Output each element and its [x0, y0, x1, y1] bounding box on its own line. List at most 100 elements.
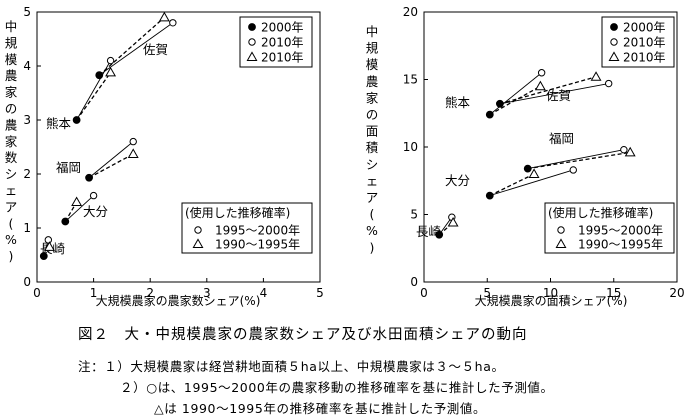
- data-point: [158, 11, 170, 22]
- note-3: △は 1990～1995年の推移確率を基に推計した予測値。: [154, 401, 487, 416]
- legend-marker: [610, 38, 618, 46]
- trajectory-line-triangle: [489, 85, 541, 116]
- legend-label: 2000年: [623, 21, 666, 35]
- legend-title: (使用した推移確率): [548, 205, 653, 220]
- y-tick-label: 15: [403, 73, 418, 87]
- legend-marker: [194, 226, 202, 234]
- data-point: [106, 56, 115, 65]
- data-point: [523, 164, 532, 173]
- data-point: [95, 71, 104, 80]
- group-label: 長崎: [416, 224, 442, 239]
- legend-box-transition: [181, 202, 313, 254]
- x-tick-label: 3: [203, 286, 211, 300]
- trajectory-line-triangle: [98, 16, 165, 76]
- legend-marker: [608, 51, 620, 61]
- group-label: 佐賀: [143, 42, 168, 57]
- x-tick-label: 5: [483, 286, 491, 300]
- trajectory-line-triangle: [499, 76, 597, 105]
- trajectory-line-triangle: [88, 153, 134, 179]
- group-label: 熊本: [445, 95, 471, 110]
- legend-marker: [610, 23, 618, 31]
- data-point: [528, 168, 540, 178]
- y-axis-label: 中規模農家の面積シェア(%): [366, 24, 379, 255]
- chart-farm-count-share: 0 1 2 3 4 5 0 1 2 3 4 5 大規模農家の農家数シェア(%) 中規模農家の農家数シェア(…: [5, 5, 324, 308]
- y-tick-label: 4: [23, 59, 31, 73]
- figure-caption: 図２ 大・中規模農家の農家数シェア及び水田面積シェアの動向: [78, 327, 528, 343]
- y-axis-label: 中規模農家の農家数シェア(%): [5, 19, 18, 264]
- legend-label: 2010年: [623, 36, 666, 50]
- x-tick-label: 5: [316, 286, 324, 300]
- group-label: 大分: [83, 204, 108, 219]
- plot-frame: [36, 11, 321, 283]
- data-point: [105, 66, 117, 77]
- legend-label: 1995～2000年: [215, 224, 300, 238]
- chart-area-share: 0 5 10 15 20 0 5 10 15 20 大規模農家の面積シェア(%) 中規模農家の面積シェ…: [366, 5, 685, 308]
- x-tick-label: 1: [90, 286, 98, 300]
- data-point: [620, 146, 628, 154]
- data-point: [72, 116, 81, 124]
- group-label: 熊本: [46, 116, 72, 131]
- figure-canvas: 0 1 2 3 4 5 0 1 2 3 4 5 大規模農家の農家数シェア(%) 中規模農家の農家数シェア(…: [5, 5, 685, 308]
- x-tick-label: 0: [33, 286, 41, 300]
- data-point: [447, 216, 459, 227]
- trajectory-line-triangle: [527, 151, 631, 170]
- x-tick-label: 4: [260, 286, 268, 300]
- data-point: [169, 19, 177, 27]
- trajectory-line-triangle: [489, 173, 535, 197]
- data-point: [537, 69, 546, 77]
- data-point: [43, 241, 55, 251]
- group-label: 福岡: [549, 131, 574, 146]
- data-point: [39, 252, 48, 260]
- legend-label: 2000年: [261, 21, 304, 35]
- y-tick-label: 5: [23, 5, 31, 19]
- x-tick-label: 0: [420, 286, 428, 300]
- legend-marker: [248, 23, 256, 31]
- trajectory-line-circle: [489, 169, 574, 197]
- legend-label: 2010年: [623, 51, 666, 65]
- data-point: [435, 230, 444, 239]
- x-tick-label: 15: [606, 286, 621, 300]
- data-point: [127, 148, 139, 158]
- note-1: 注：１）大規模農家は経営耕地面積５ha以上、中規模農家は３～５ha。: [78, 359, 505, 374]
- data-point: [624, 146, 636, 157]
- legend-marker: [248, 38, 256, 46]
- data-point: [534, 80, 546, 91]
- legend-title: (使用した推移確率): [185, 205, 290, 220]
- data-point: [71, 196, 83, 207]
- x-axis-label: 大規模農家の面積シェア(%): [475, 293, 628, 308]
- trajectory-line-circle: [499, 83, 609, 105]
- legend-label: 1990～1995年: [215, 238, 300, 252]
- data-point: [44, 236, 53, 244]
- legend-marker: [246, 51, 258, 61]
- trajectory-line-circle: [64, 195, 94, 222]
- x-tick-label: 20: [669, 286, 684, 300]
- x-tick-label: 10: [543, 286, 558, 300]
- y-tick-label: 3: [23, 113, 31, 127]
- group-label: 大分: [445, 173, 470, 188]
- legend-label: 1990～1995年: [578, 238, 663, 252]
- trajectory-line-circle: [98, 22, 174, 76]
- data-point: [569, 166, 577, 174]
- y-tick-label: 20: [403, 5, 418, 19]
- legend-box-transition: [544, 202, 675, 254]
- trajectory-line-circle: [88, 141, 134, 179]
- y-tick-label: 10: [403, 140, 418, 154]
- y-tick-label: 0: [410, 275, 418, 289]
- y-tick-label: 5: [410, 208, 418, 222]
- data-point: [485, 110, 494, 119]
- y-tick-label: 1: [23, 221, 31, 235]
- data-point: [485, 191, 494, 200]
- group-label: 佐賀: [546, 88, 571, 103]
- data-point: [604, 79, 613, 88]
- note-2: ２）○は、1995～2000年の農家移動の推移確率を基に推計した予測値。: [120, 380, 554, 395]
- group-label: 福岡: [56, 160, 81, 175]
- legend-label: 2010年: [261, 51, 304, 65]
- y-tick-label: 0: [23, 275, 31, 289]
- x-axis-label: 大規模農家の農家数シェア(%): [96, 293, 261, 308]
- legend-marker: [557, 226, 565, 234]
- legend-label: 2010年: [261, 36, 304, 50]
- data-point: [85, 173, 93, 182]
- data-point: [496, 99, 504, 108]
- legend-marker: [192, 238, 204, 248]
- x-tick-label: 2: [146, 286, 154, 300]
